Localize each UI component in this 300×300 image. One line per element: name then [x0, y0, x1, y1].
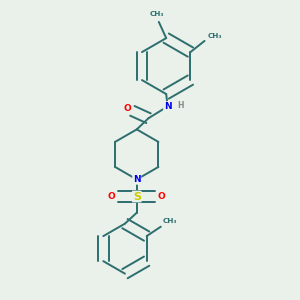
- Text: CH₃: CH₃: [150, 11, 165, 17]
- Text: O: O: [158, 192, 166, 201]
- Text: CH₃: CH₃: [208, 33, 223, 39]
- Text: O: O: [123, 104, 131, 113]
- Text: CH₃: CH₃: [162, 218, 177, 224]
- Text: H: H: [177, 101, 184, 110]
- Text: O: O: [108, 192, 116, 201]
- Text: S: S: [133, 191, 141, 202]
- Text: N: N: [164, 102, 172, 111]
- Text: N: N: [133, 175, 141, 184]
